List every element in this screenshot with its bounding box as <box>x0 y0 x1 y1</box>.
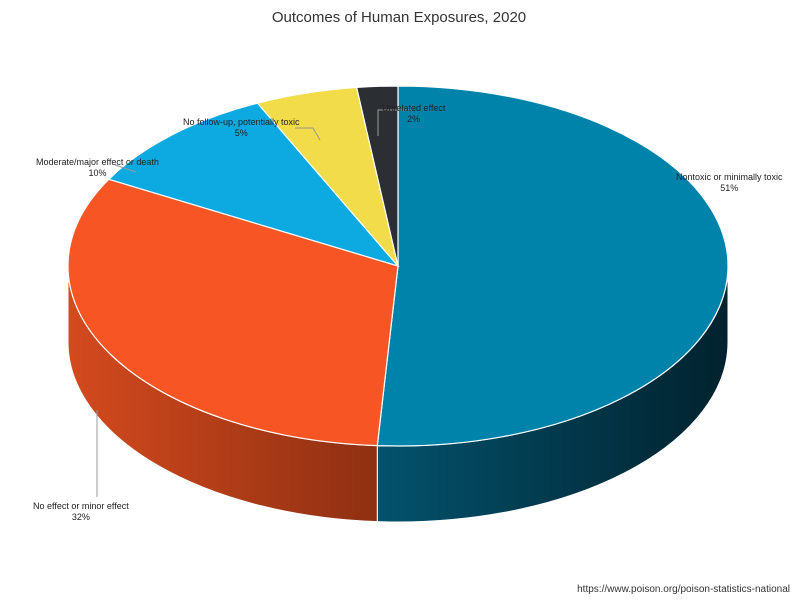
slice-label-value: 32% <box>71 512 90 522</box>
slice-nontoxic <box>376 85 729 447</box>
slice-label-value: 51% <box>720 183 739 193</box>
slice-label-text: Nontoxic or minimally toxic <box>676 172 783 182</box>
source-note: https://www.poison.org/poison-statistics… <box>577 584 790 595</box>
chart-title: Outcomes of Human Exposures, 2020 <box>271 9 527 26</box>
slice-label-value: 2% <box>407 114 421 124</box>
leader-line-moderate <box>114 164 137 173</box>
slice-label-no-effect: No effect or minor effect 32% <box>33 501 129 523</box>
slice-label-value: 10% <box>88 168 107 178</box>
slice-label-text: No follow-up, potentially toxic <box>183 117 300 127</box>
slice-label-unrelated: Unrelated effect 2% <box>382 103 445 125</box>
leader-line-no-follow-up <box>295 127 321 141</box>
slice-no-effect <box>67 178 399 447</box>
slice-label-moderate: Moderate/major effect or death 10% <box>36 157 159 179</box>
slice-label-text: Moderate/major effect or death <box>36 157 159 167</box>
slice-label-text: Unrelated effect <box>382 103 446 113</box>
slice-label-nontoxic: Nontoxic or minimally toxic 51% <box>676 172 783 194</box>
slice-label-text: No effect or minor effect <box>33 501 129 511</box>
leader-line-unrelated <box>377 109 412 136</box>
slice-moderate <box>107 102 400 268</box>
slice-unrelated <box>355 85 399 267</box>
slice-label-value: 5% <box>234 128 248 138</box>
slice-label-no-follow-up: No follow-up, potentially toxic 5% <box>183 117 300 139</box>
